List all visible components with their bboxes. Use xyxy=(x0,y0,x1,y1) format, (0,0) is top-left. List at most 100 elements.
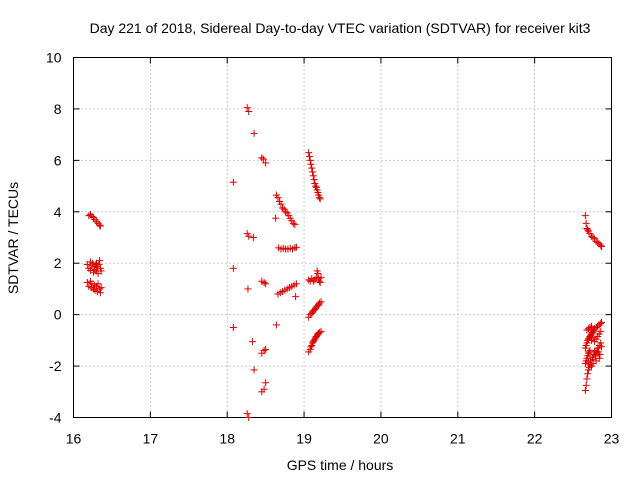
data-point xyxy=(586,361,594,369)
x-tick-label: 17 xyxy=(143,431,159,447)
data-point xyxy=(259,155,267,163)
data-point xyxy=(260,279,268,286)
data-point xyxy=(583,375,591,383)
y-tick-label: -2 xyxy=(49,358,62,374)
data-point xyxy=(598,318,606,326)
x-tick-label: 18 xyxy=(219,431,235,447)
data-point xyxy=(308,164,316,172)
y-tick-label: 10 xyxy=(46,50,62,66)
data-point xyxy=(292,280,300,288)
data-point xyxy=(306,156,314,164)
data-point xyxy=(581,387,589,394)
data-point xyxy=(314,270,322,277)
data-point xyxy=(262,280,270,288)
data-point xyxy=(292,243,300,251)
data-point xyxy=(309,277,317,285)
data-point xyxy=(305,276,313,284)
data-point xyxy=(272,214,280,222)
y-tick-label: -4 xyxy=(49,410,62,426)
data-point xyxy=(260,385,268,393)
data-point xyxy=(250,129,258,137)
data-point xyxy=(96,222,104,230)
data-point xyxy=(582,381,590,389)
data-point xyxy=(584,370,592,378)
data-point xyxy=(258,154,266,162)
data-point xyxy=(97,284,105,292)
data-points xyxy=(83,104,606,421)
data-point xyxy=(598,243,606,250)
data-point xyxy=(272,321,280,329)
data-point xyxy=(581,212,589,220)
data-point xyxy=(597,339,605,347)
y-tick-label: 6 xyxy=(54,152,62,168)
data-point xyxy=(97,267,105,275)
data-point xyxy=(279,204,287,212)
data-point xyxy=(93,218,101,226)
x-tick-label: 16 xyxy=(66,431,82,447)
data-point xyxy=(245,414,253,421)
data-point xyxy=(260,347,268,355)
data-point xyxy=(274,194,282,202)
data-point xyxy=(597,320,605,328)
tick-labels: 16 17 18 19 20 21 22 23 -4 -2 0 2 4 6 8 10 xyxy=(46,50,620,447)
data-point xyxy=(262,345,270,353)
axis-ticks xyxy=(73,57,612,418)
plot-frame xyxy=(73,57,612,418)
data-point xyxy=(309,172,317,180)
data-point xyxy=(582,219,590,227)
y-tick-label: 0 xyxy=(54,307,62,323)
data-point xyxy=(315,329,323,337)
data-point xyxy=(292,293,300,301)
data-point xyxy=(262,379,270,387)
data-point xyxy=(277,200,285,208)
data-point xyxy=(586,324,594,331)
data-point xyxy=(250,366,258,374)
data-point xyxy=(245,232,253,240)
y-tick-label: 2 xyxy=(54,255,62,271)
data-point xyxy=(262,159,270,167)
x-tick-label: 21 xyxy=(450,431,466,447)
data-point xyxy=(309,168,317,176)
data-point xyxy=(317,298,325,306)
data-point xyxy=(282,208,290,216)
data-point xyxy=(83,279,91,286)
data-point xyxy=(307,160,315,168)
data-point xyxy=(244,285,252,293)
chart-title: Day 221 of 2018, Sidereal Day-to-day VTE… xyxy=(90,20,591,36)
data-point xyxy=(589,234,597,241)
y-tick-label: 8 xyxy=(54,101,62,117)
data-point xyxy=(307,343,315,351)
data-point xyxy=(85,212,93,220)
grid xyxy=(73,57,612,418)
data-point xyxy=(245,108,253,115)
data-point xyxy=(317,327,325,335)
data-point xyxy=(315,277,323,285)
data-point xyxy=(316,279,324,286)
x-tick-label: 22 xyxy=(527,431,543,447)
data-point xyxy=(596,351,604,358)
data-point xyxy=(229,264,237,272)
data-point xyxy=(229,178,237,186)
y-axis-label: SDTVAR / TECUs xyxy=(5,182,21,294)
data-point xyxy=(229,324,237,331)
data-point xyxy=(315,299,323,307)
x-axis-label: GPS time / hours xyxy=(287,457,394,473)
data-point xyxy=(597,241,605,249)
data-point xyxy=(96,221,104,229)
data-point xyxy=(249,234,257,241)
data-point xyxy=(315,194,323,202)
data-point xyxy=(595,354,603,362)
data-point xyxy=(243,104,251,112)
data-point xyxy=(96,285,104,293)
data-point xyxy=(597,327,605,335)
data-point xyxy=(305,149,313,157)
data-point xyxy=(584,226,592,234)
data-point xyxy=(289,219,297,227)
y-tick-label: 4 xyxy=(54,204,62,220)
data-point xyxy=(88,212,96,220)
data-point xyxy=(316,195,324,203)
data-point xyxy=(96,289,104,297)
data-point xyxy=(249,338,257,346)
data-point xyxy=(310,176,318,184)
